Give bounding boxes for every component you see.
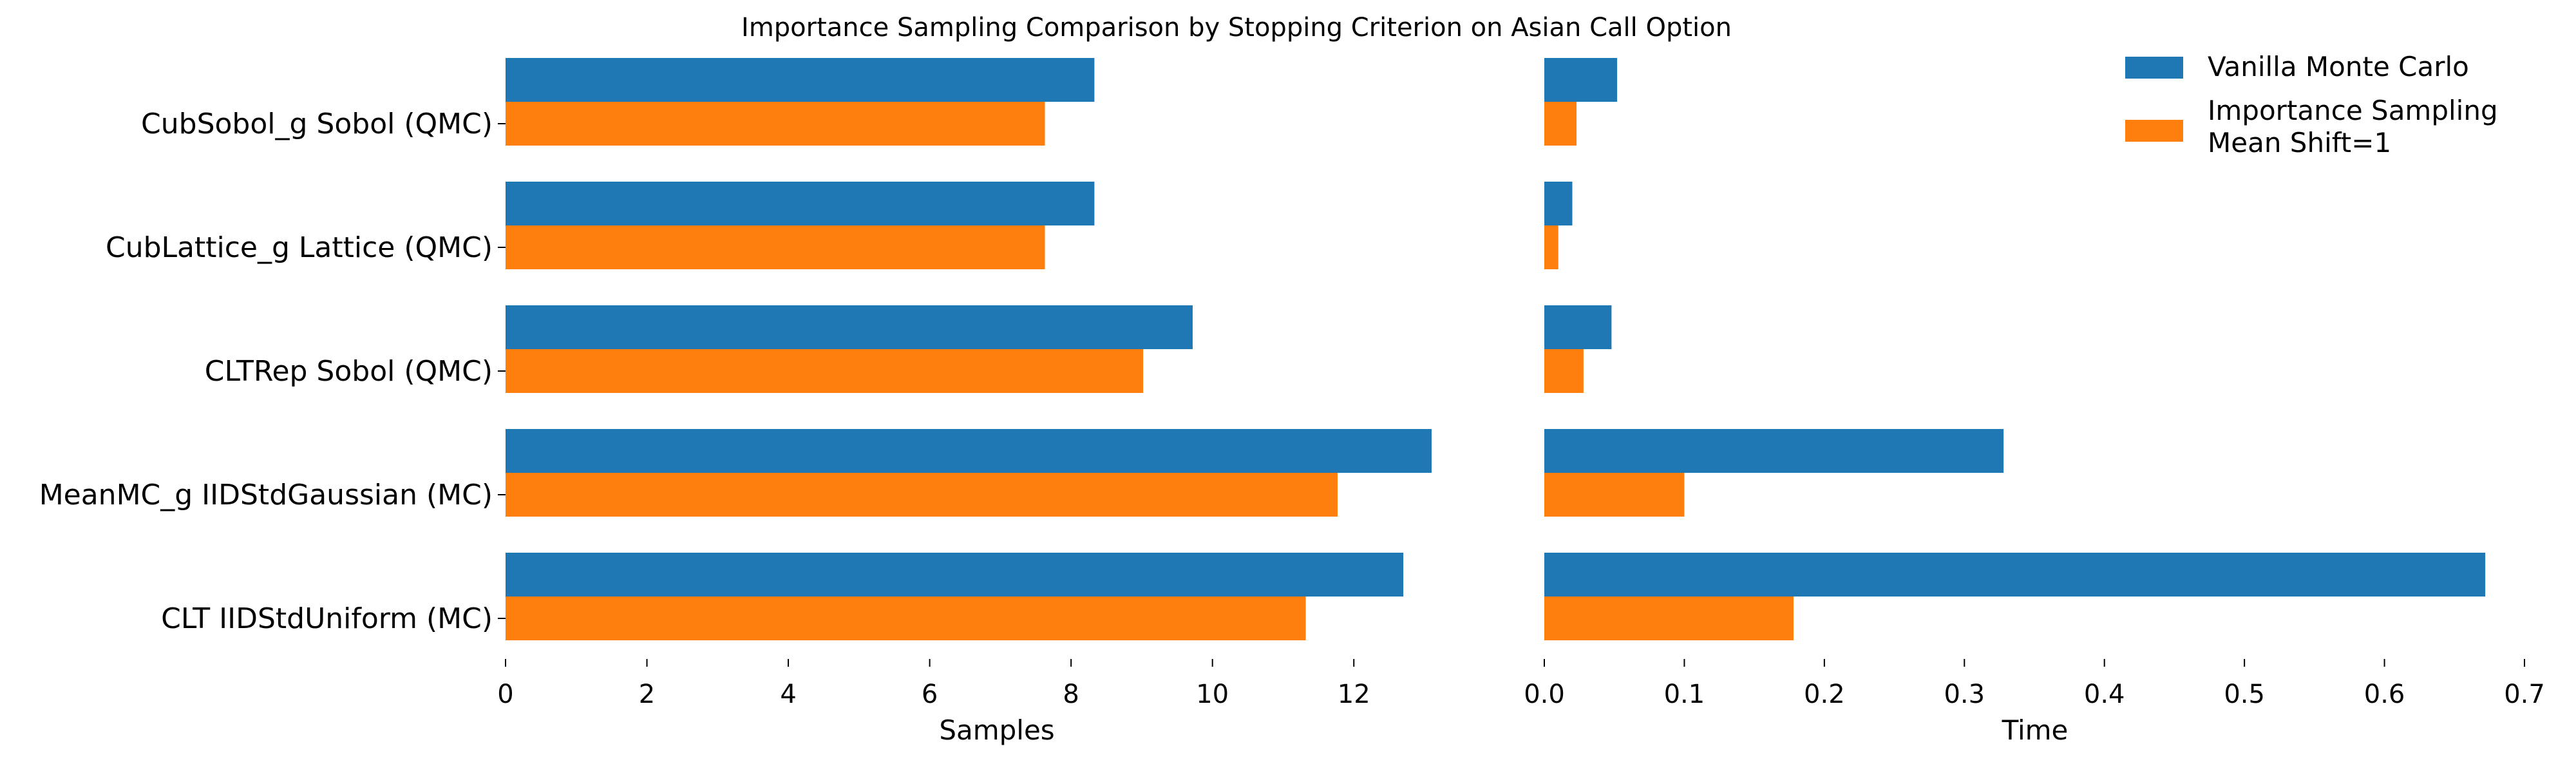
x-tick-label: 6: [922, 680, 938, 709]
bar-vanilla-0-1: [506, 182, 1095, 225]
category-label: CubLattice_g Lattice (QMC): [106, 231, 493, 264]
bar-importance-0-3: [506, 473, 1338, 517]
x-tick-label: 0.2: [1804, 680, 1845, 709]
bar-importance-1-1: [1544, 225, 1558, 269]
bar-importance-1-4: [1544, 596, 1794, 640]
bar-vanilla-1-4: [1544, 553, 2486, 596]
x-tick-label: 0: [497, 680, 513, 709]
x-tick-label: 0.7: [2504, 680, 2545, 709]
bar-importance-1-3: [1544, 473, 1685, 517]
bar-vanilla-1-0: [1544, 58, 1618, 102]
legend-label: Mean Shift=1: [2208, 127, 2391, 158]
category-label: CLTRep Sobol (QMC): [205, 355, 493, 388]
bar-vanilla-0-2: [506, 305, 1193, 349]
legend-swatch-vanilla: [2125, 57, 2183, 79]
category-label: MeanMC_g IIDStdGaussian (MC): [39, 479, 493, 511]
legend-label: Importance Sampling: [2208, 95, 2498, 126]
chart-title: Importance Sampling Comparison by Stoppi…: [741, 13, 1732, 43]
bar-vanilla-1-3: [1544, 429, 2004, 473]
bar-vanilla-0-4: [506, 553, 1404, 596]
bar-vanilla-0-3: [506, 429, 1432, 473]
x-tick-label: 8: [1063, 680, 1079, 709]
samples-panel: 0 2 4 6 8 10 12 Samples CubSobol_g Sobol (QMC) Cu…: [39, 58, 1432, 746]
bar-importance-0-4: [506, 596, 1306, 640]
bar-vanilla-0-0: [506, 58, 1095, 102]
bar-importance-0-1: [506, 225, 1045, 269]
x-tick-label: 0.4: [2084, 680, 2125, 709]
x-tick-label: 0.1: [1664, 680, 1705, 709]
legend-label: Vanilla Monte Carlo: [2208, 51, 2469, 82]
bar-importance-0-2: [506, 349, 1144, 393]
legend: Vanilla Monte Carlo Importance SamplingMe…: [2125, 51, 2498, 158]
x-axis-label: Time: [2002, 714, 2069, 746]
x-tick-label: 4: [780, 680, 796, 709]
x-axis-label: Samples: [939, 714, 1054, 746]
x-tick-label: 2: [639, 680, 655, 709]
x-tick-label: 0.0: [1524, 680, 1565, 709]
x-tick-label: 10: [1196, 680, 1229, 709]
x-tick-label: 12: [1338, 680, 1370, 709]
category-label: CLT IIDStdUniform (MC): [161, 602, 493, 635]
bar-importance-0-0: [506, 102, 1045, 146]
bar-importance-1-2: [1544, 349, 1584, 393]
bar-vanilla-1-2: [1544, 305, 1612, 349]
time-panel: 0.0 0.1 0.2 0.3 0.4 0.5 0.6 0.7 Time: [1524, 58, 2545, 746]
legend-swatch-importance: [2125, 120, 2183, 142]
bar-importance-1-0: [1544, 102, 1577, 146]
bar-vanilla-1-1: [1544, 182, 1573, 225]
category-label: CubSobol_g Sobol (QMC): [141, 108, 493, 140]
x-tick-label: 0.5: [2224, 680, 2265, 709]
x-tick-label: 0.3: [1944, 680, 1985, 709]
x-tick-label: 0.6: [2364, 680, 2405, 709]
